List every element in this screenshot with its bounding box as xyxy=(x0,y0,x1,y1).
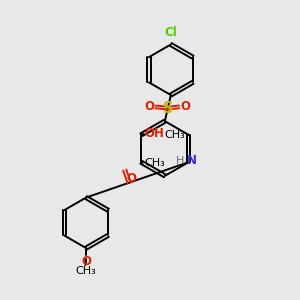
Text: Cl: Cl xyxy=(164,26,177,39)
Text: CH₃: CH₃ xyxy=(145,158,166,168)
Text: CH₃: CH₃ xyxy=(75,266,96,276)
Text: OH: OH xyxy=(145,127,165,140)
Text: O: O xyxy=(180,100,190,113)
Text: O: O xyxy=(81,255,91,268)
Text: N: N xyxy=(188,154,197,167)
Text: O: O xyxy=(144,100,154,113)
Text: S: S xyxy=(163,100,173,116)
Text: CH₃: CH₃ xyxy=(164,130,185,140)
Text: O: O xyxy=(126,172,136,185)
Text: H: H xyxy=(176,156,184,166)
